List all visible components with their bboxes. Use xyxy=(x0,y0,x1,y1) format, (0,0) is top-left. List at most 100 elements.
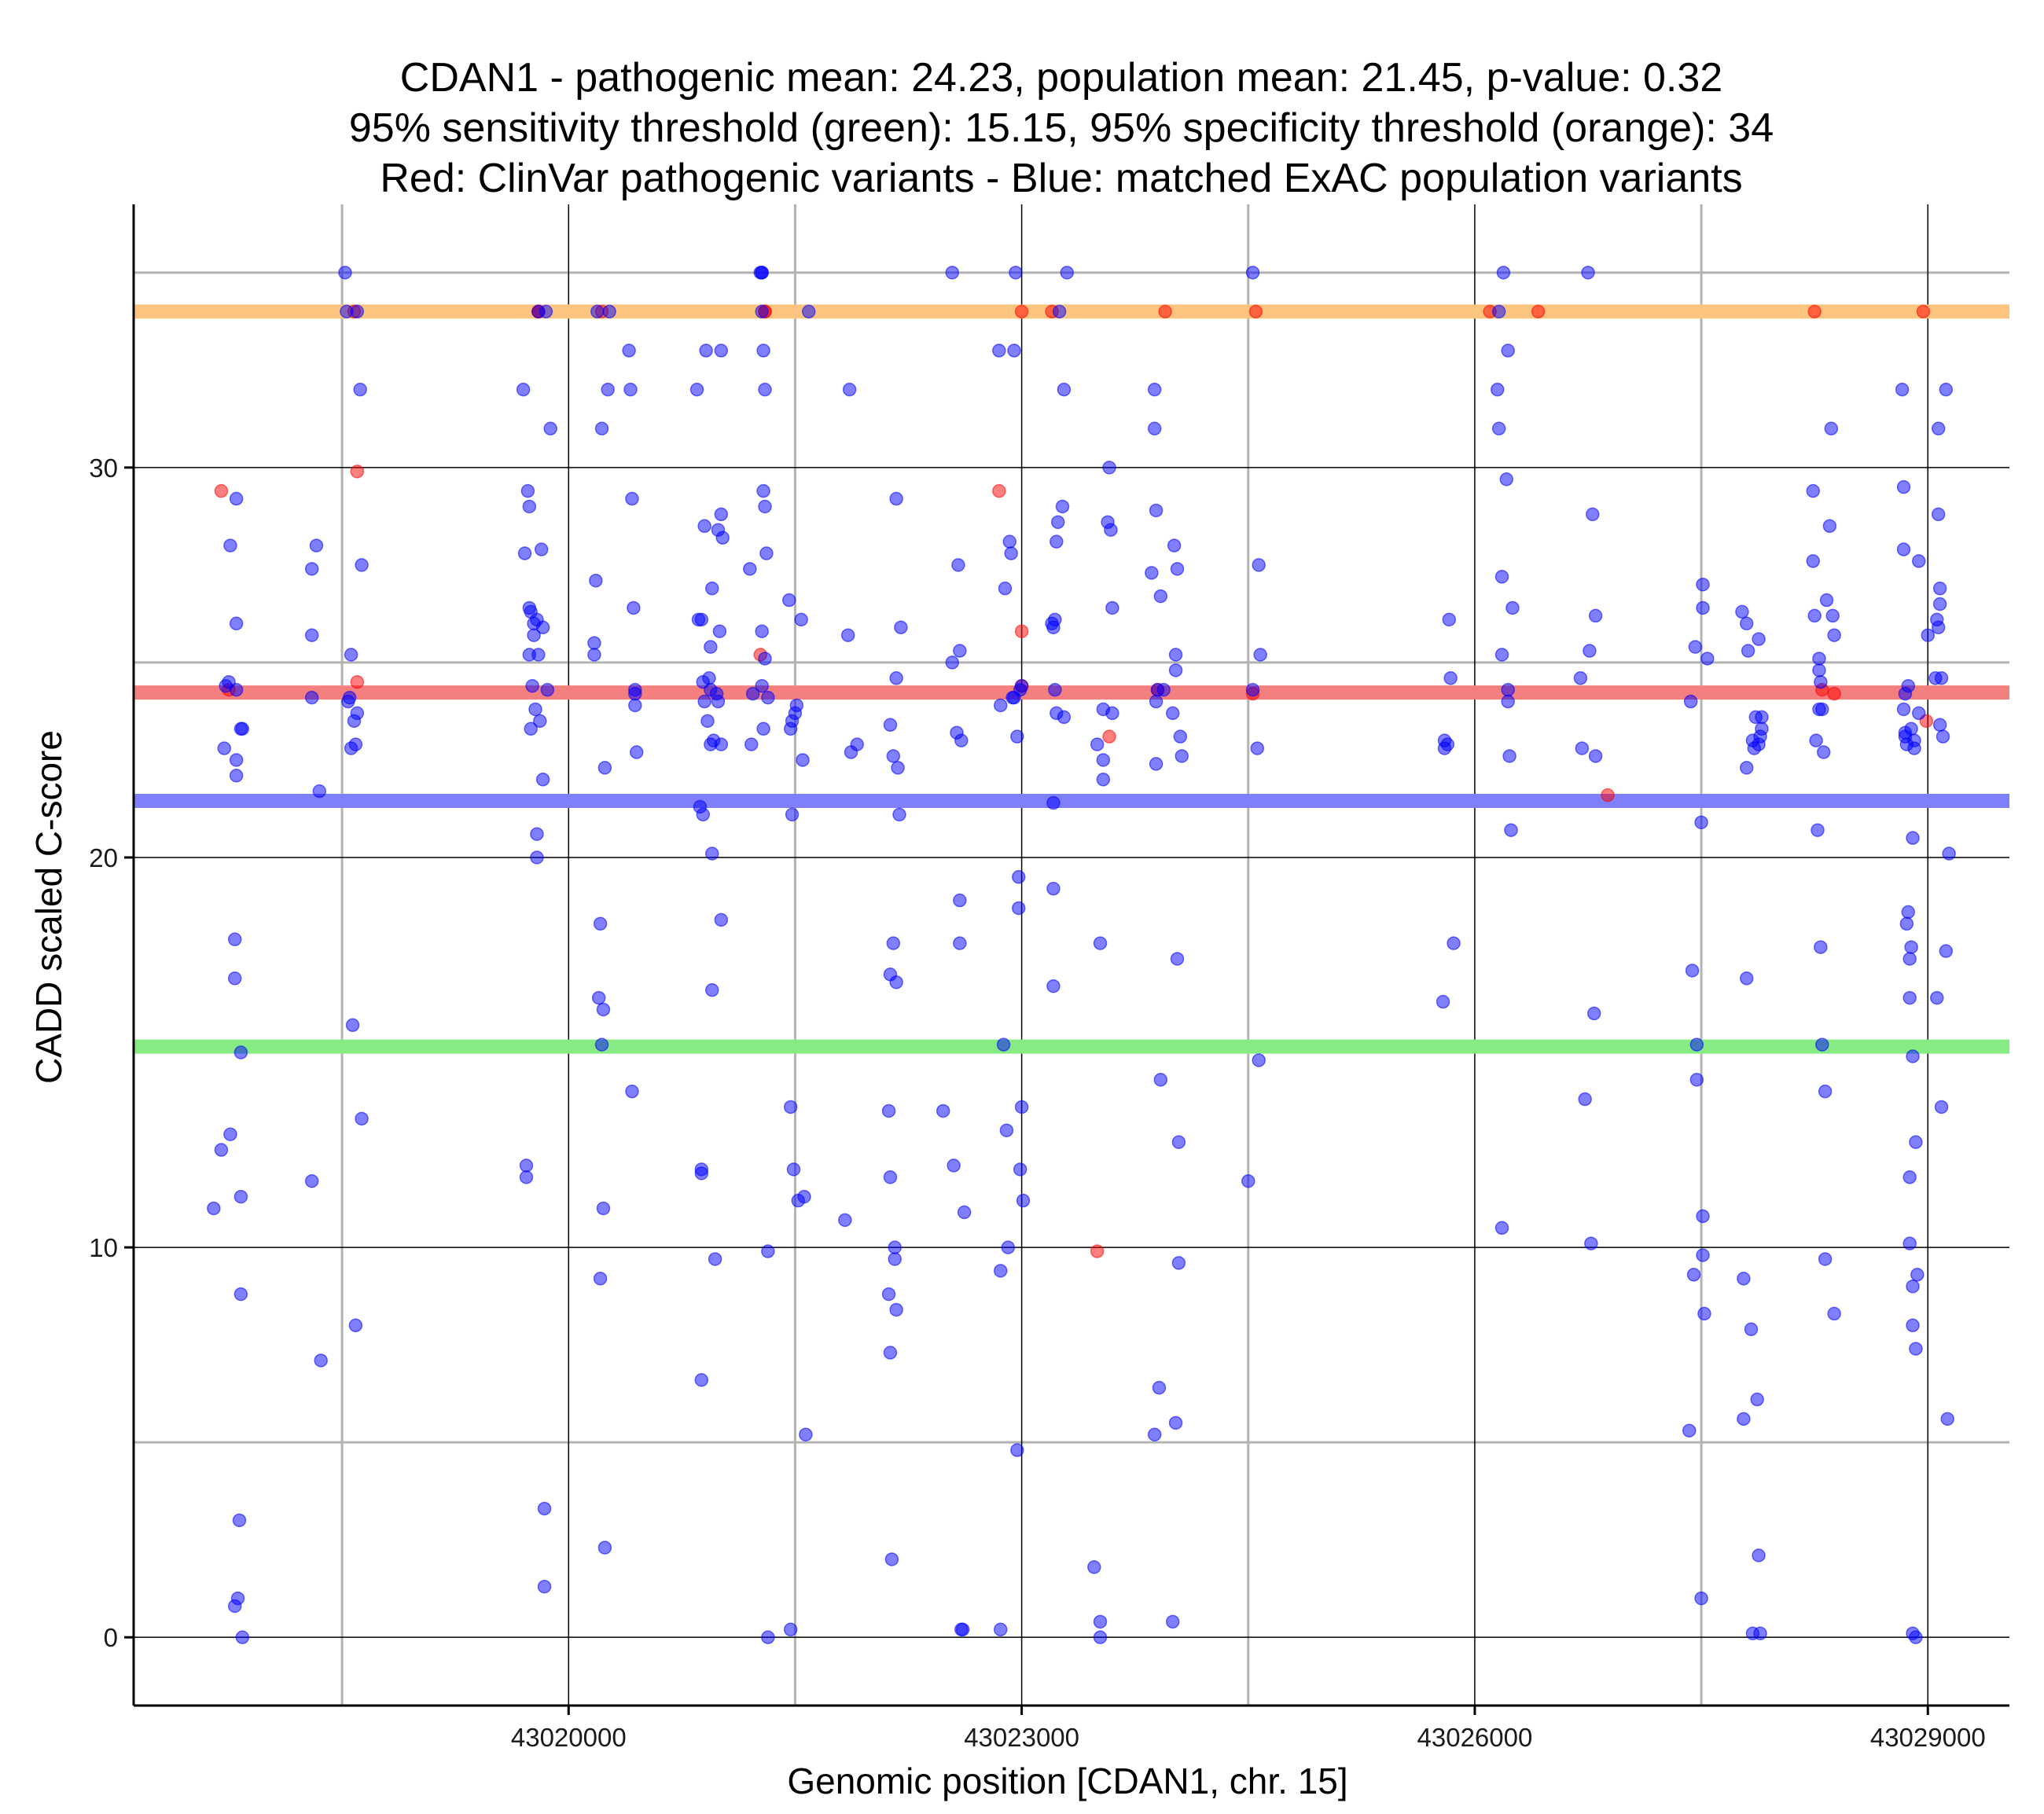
population-variant-point xyxy=(535,620,550,635)
population-variant-point xyxy=(597,1540,612,1555)
population-variant-point xyxy=(1689,1073,1704,1087)
population-variant-point xyxy=(756,483,770,498)
population-variant-point xyxy=(1902,990,1917,1005)
population-variant-point xyxy=(1901,678,1916,693)
population-variant-point xyxy=(840,628,855,642)
y-axis-title: CADD scaled C-score xyxy=(28,730,69,1084)
population-variant-point xyxy=(622,343,636,358)
population-variant-point xyxy=(525,678,539,693)
population-variant-point xyxy=(1902,952,1917,966)
population-variant-point xyxy=(1060,266,1074,280)
population-variant-point xyxy=(1697,1306,1711,1321)
population-variant-point xyxy=(233,1045,248,1059)
population-variant-point xyxy=(1696,577,1710,592)
population-variant-point xyxy=(517,546,532,560)
population-variant-point xyxy=(785,807,800,822)
population-variant-point xyxy=(350,706,365,721)
population-variant-point xyxy=(627,600,641,615)
population-variant-point xyxy=(1050,515,1065,530)
population-variant-point xyxy=(593,1272,608,1286)
population-variant-point xyxy=(1046,795,1061,810)
population-variant-point xyxy=(524,722,538,736)
population-variant-point xyxy=(1581,266,1595,280)
population-variant-point xyxy=(1245,682,1260,697)
population-variant-point xyxy=(1447,936,1461,950)
population-variant-point xyxy=(708,1252,722,1266)
population-variant-point xyxy=(1496,266,1511,280)
population-variant-point xyxy=(1896,702,1911,717)
population-variant-point xyxy=(951,558,965,572)
population-variant-point xyxy=(623,382,638,397)
population-variant-point xyxy=(1737,1412,1751,1427)
population-variant-point xyxy=(304,1173,319,1188)
population-variant-point xyxy=(1501,694,1515,709)
population-variant-point xyxy=(743,562,757,576)
population-variant-point xyxy=(755,266,769,280)
population-variant-point xyxy=(594,1037,609,1052)
population-variant-point xyxy=(1170,562,1185,576)
population-variant-point xyxy=(235,722,250,736)
pathogenic-variant-point xyxy=(1916,304,1931,319)
population-variant-point xyxy=(1501,343,1515,358)
population-variant-point xyxy=(1683,694,1698,709)
population-variant-point xyxy=(353,382,367,397)
population-variant-point xyxy=(789,698,804,713)
population-variant-point xyxy=(1002,534,1016,549)
population-variant-point xyxy=(1245,266,1260,280)
y-tick-label: 20 xyxy=(89,843,118,872)
population-variant-point xyxy=(304,628,319,642)
population-variant-point xyxy=(889,975,903,990)
population-variant-point xyxy=(628,698,642,713)
population-variant-point xyxy=(1052,304,1067,319)
population-variant-point xyxy=(881,1287,896,1302)
population-variant-point xyxy=(1931,507,1946,522)
population-variant-point xyxy=(1901,905,1916,920)
population-variant-point xyxy=(227,932,242,946)
population-variant-point xyxy=(1931,620,1946,635)
population-variant-point xyxy=(1578,1092,1592,1107)
population-variant-point xyxy=(1911,554,1926,568)
population-variant-point xyxy=(602,304,616,319)
population-variant-point xyxy=(714,737,729,751)
population-variant-point xyxy=(704,640,718,654)
population-variant-point xyxy=(350,304,365,319)
x-axis-title: Genomic position [CDAN1, chr. 15] xyxy=(787,1761,1347,1801)
population-variant-point xyxy=(1147,1427,1162,1441)
population-variant-point xyxy=(1906,1318,1920,1333)
population-variant-point xyxy=(1149,757,1164,771)
population-variant-point xyxy=(1252,558,1266,572)
population-variant-point xyxy=(227,971,242,986)
population-variant-point xyxy=(1700,652,1715,666)
population-variant-point xyxy=(1048,612,1062,627)
population-variant-point xyxy=(694,1166,709,1181)
population-variant-point xyxy=(1010,729,1024,744)
population-variant-point xyxy=(945,655,959,670)
population-variant-point xyxy=(1057,382,1072,397)
population-variant-point xyxy=(1755,722,1769,736)
population-variant-point xyxy=(1588,608,1603,623)
population-variant-point xyxy=(1501,682,1515,697)
population-variant-point xyxy=(1825,608,1840,623)
population-variant-point xyxy=(756,343,770,358)
population-variant-point xyxy=(1499,472,1514,487)
population-variant-point xyxy=(1755,710,1769,725)
population-variant-point xyxy=(1436,994,1450,1009)
population-variant-point xyxy=(1442,612,1457,627)
population-variant-point xyxy=(625,1084,639,1099)
population-variant-point xyxy=(1812,652,1826,666)
population-variant-point xyxy=(590,304,605,319)
population-variant-point xyxy=(1741,644,1755,658)
population-variant-point xyxy=(520,483,535,498)
population-variant-point xyxy=(1016,1193,1031,1208)
population-variant-point xyxy=(596,1201,611,1216)
population-variant-point xyxy=(1149,694,1164,709)
x-tick-label: 43029000 xyxy=(1870,1723,1986,1752)
population-variant-point xyxy=(1819,593,1834,608)
population-variant-point xyxy=(1102,461,1116,475)
population-variant-point xyxy=(223,1127,237,1141)
population-variant-point xyxy=(783,1622,798,1637)
population-variant-point xyxy=(1752,632,1766,646)
population-variant-point xyxy=(1750,1392,1764,1407)
population-variant-point xyxy=(1588,749,1603,763)
population-variant-point xyxy=(1896,542,1911,556)
